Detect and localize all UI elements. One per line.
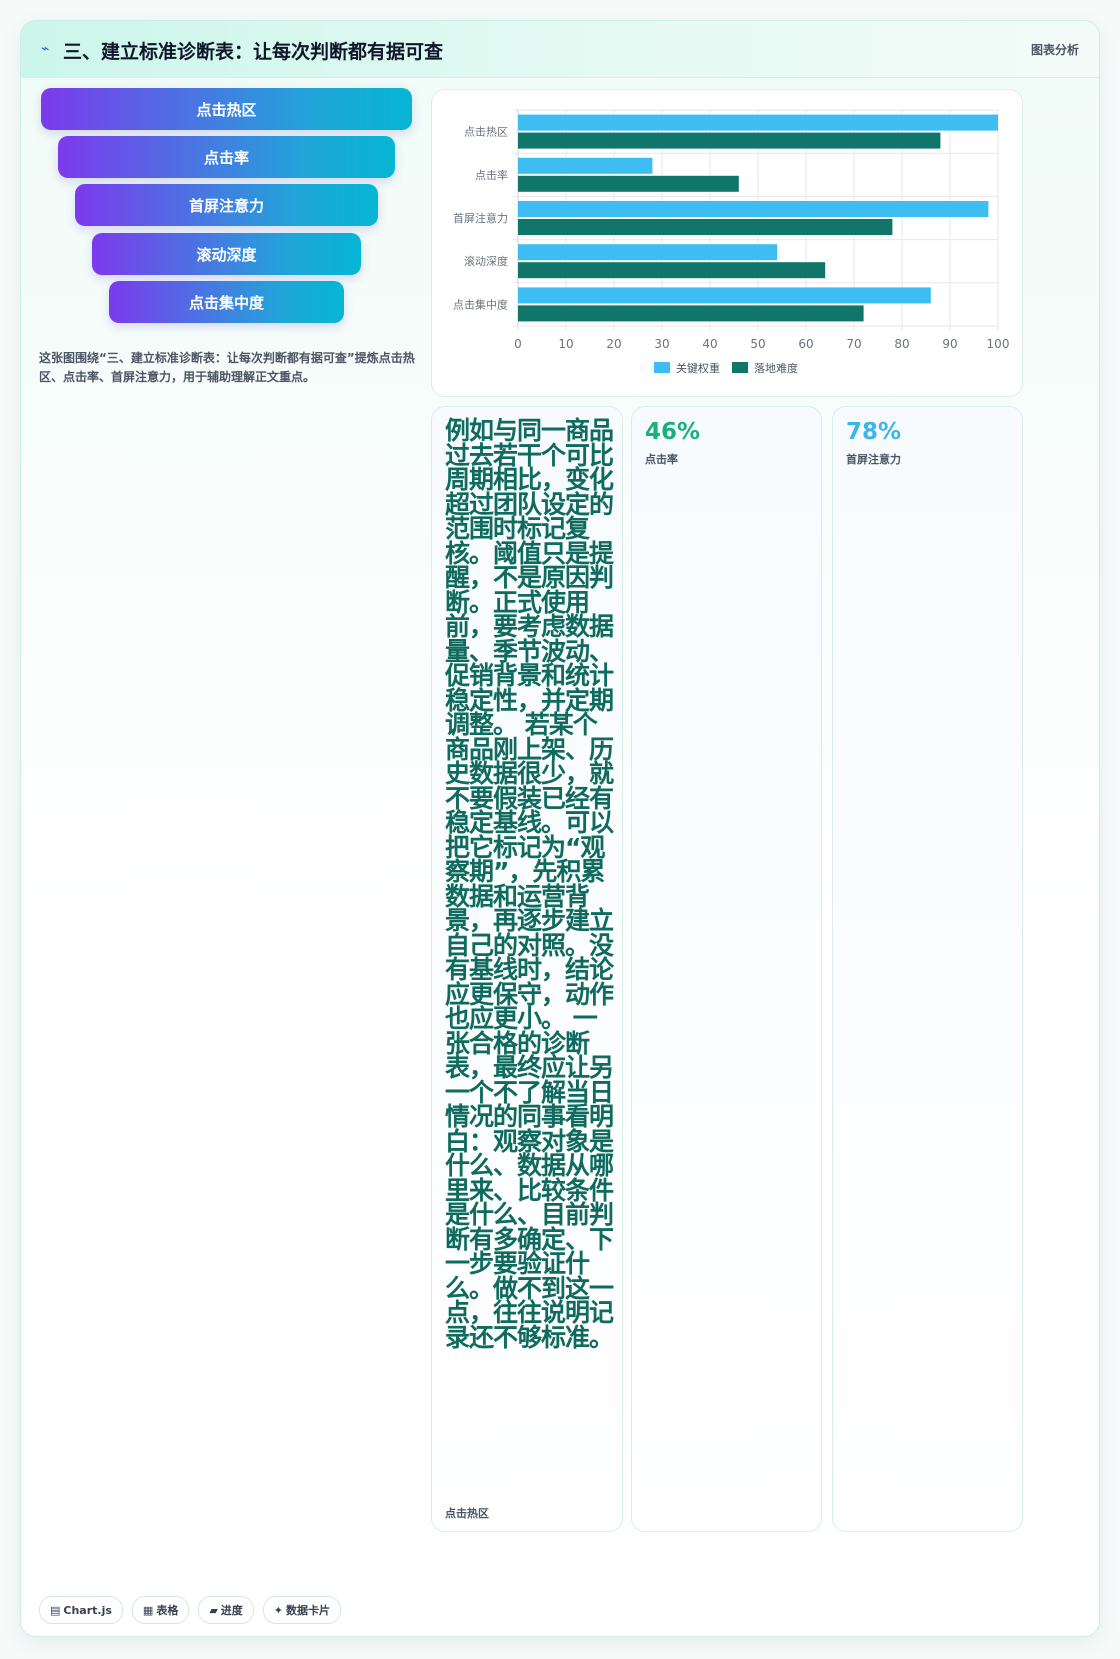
chip-label: Chart.js [63, 1603, 112, 1617]
stat-card-ctr: 46% 点击率 [631, 406, 822, 1532]
stat-value: 46% [645, 419, 701, 445]
table-icon: ▦ [142, 1603, 154, 1617]
bar-chart: 0 10 20 30 40 50 60 70 80 90 100 点击热区点击率首屏注意力滚动深度点击… [453, 109, 1010, 375]
legend-label: 关键权重 [676, 361, 720, 375]
bar-difficulty [518, 262, 826, 279]
x-tick-label: 20 [606, 337, 621, 351]
bar-weight [518, 114, 998, 131]
pulse-icon: ⌁ [41, 41, 50, 57]
legend-label: 落地难度 [754, 361, 798, 375]
chip-label: 数据卡片 [286, 1604, 331, 1617]
x-tick-label: 0 [514, 337, 522, 351]
chip-label: 表格 [156, 1604, 179, 1617]
card-header: ⌁ 三、建立标准诊断表：让每次判断都有据可查 图表分析 [21, 21, 1099, 78]
chip-chartjs[interactable]: ▤ Chart.js [39, 1596, 123, 1624]
funnel-step-label: 首屏注意力 [188, 196, 264, 215]
card-title: 三、建立标准诊断表：让每次判断都有据可查 [63, 41, 444, 63]
chip-label: 进度 [220, 1604, 243, 1617]
chip-data-card[interactable]: ✦ 数据卡片 [262, 1596, 342, 1624]
x-tick-label: 90 [942, 337, 957, 351]
stat-label: 点击率 [645, 453, 678, 466]
stat-label: 首屏注意力 [846, 453, 901, 466]
text-card: 例如与同一商品过去若干个可比周期相比，变化超过团队设定的范围时标记复核。阈值只是… [431, 406, 623, 1532]
funnel-step-label: 滚动深度 [196, 245, 257, 264]
chip-row: ▤ Chart.js ▦ 表格 ▰ 进度 ✦ 数据卡片 [39, 1596, 342, 1624]
funnel-step-5[interactable]: 点击集中度 [109, 281, 344, 323]
stat-card-attention: 78% 首屏注意力 [832, 406, 1023, 1532]
bar-weight [518, 244, 778, 261]
chart-icon: ▤ [50, 1603, 61, 1617]
diagnostic-card: ⌁ 三、建立标准诊断表：让每次判断都有据可查 图表分析 点击热区 点击率 首屏注… [20, 20, 1100, 1637]
text-card-label: 点击热区 [445, 1507, 489, 1520]
bar-chart-panel: 0 10 20 30 40 50 60 70 80 90 100 点击热区点击率首屏注意力滚动深度点击… [431, 89, 1023, 397]
y-tick-label: 滚动深度 [464, 254, 508, 268]
x-tick-label: 80 [894, 337, 909, 351]
x-tick-label: 40 [702, 337, 717, 351]
x-tick-label: 70 [846, 337, 861, 351]
funnel-caption: 这张图围绕“三、建立标准诊断表：让每次判断都有据可查”提炼点击热区、点击率、首屏… [39, 351, 415, 384]
funnel-step-1[interactable]: 点击热区 [41, 88, 412, 130]
y-tick-label: 首屏注意力 [453, 211, 508, 225]
funnel-step-3[interactable]: 首屏注意力 [75, 184, 378, 226]
funnel-step-label: 点击热区 [196, 100, 257, 119]
y-tick-label: 点击集中度 [453, 297, 508, 311]
bar-weight [518, 201, 989, 217]
chart-analysis-tag: 图表分析 [1030, 43, 1079, 57]
bar-difficulty [518, 305, 864, 322]
bar-difficulty [518, 175, 739, 192]
legend-swatch [654, 362, 670, 373]
funnel-step-label: 点击率 [203, 148, 249, 167]
x-tick-label: 10 [558, 337, 573, 351]
bar-weight [518, 157, 653, 174]
progress-icon: ▰ [209, 1603, 218, 1617]
sparkle-icon: ✦ [273, 1603, 284, 1617]
x-tick-label: 60 [798, 337, 813, 351]
funnel-step-label: 点击集中度 [188, 293, 264, 312]
chip-progress[interactable]: ▰ 进度 [198, 1596, 254, 1624]
y-tick-label: 点击率 [475, 168, 508, 182]
x-tick-label: 50 [750, 337, 765, 351]
chip-table[interactable]: ▦ 表格 [131, 1596, 190, 1624]
bar-weight [518, 287, 931, 304]
bar-difficulty [518, 219, 893, 235]
funnel-step-4[interactable]: 滚动深度 [92, 233, 361, 275]
stat-value: 78% [846, 419, 902, 445]
y-tick-label: 点击热区 [464, 126, 508, 139]
x-tick-label: 100 [987, 337, 1010, 351]
legend-swatch [732, 362, 748, 373]
funnel-step-2[interactable]: 点击率 [58, 136, 395, 178]
bar-difficulty [518, 132, 941, 149]
x-tick-label: 30 [654, 337, 669, 351]
text-card-body: 例如与同一商品过去若干个可比周期相比，变化超过团队设定的范围时标记复核。阈值只是… [445, 416, 614, 1352]
